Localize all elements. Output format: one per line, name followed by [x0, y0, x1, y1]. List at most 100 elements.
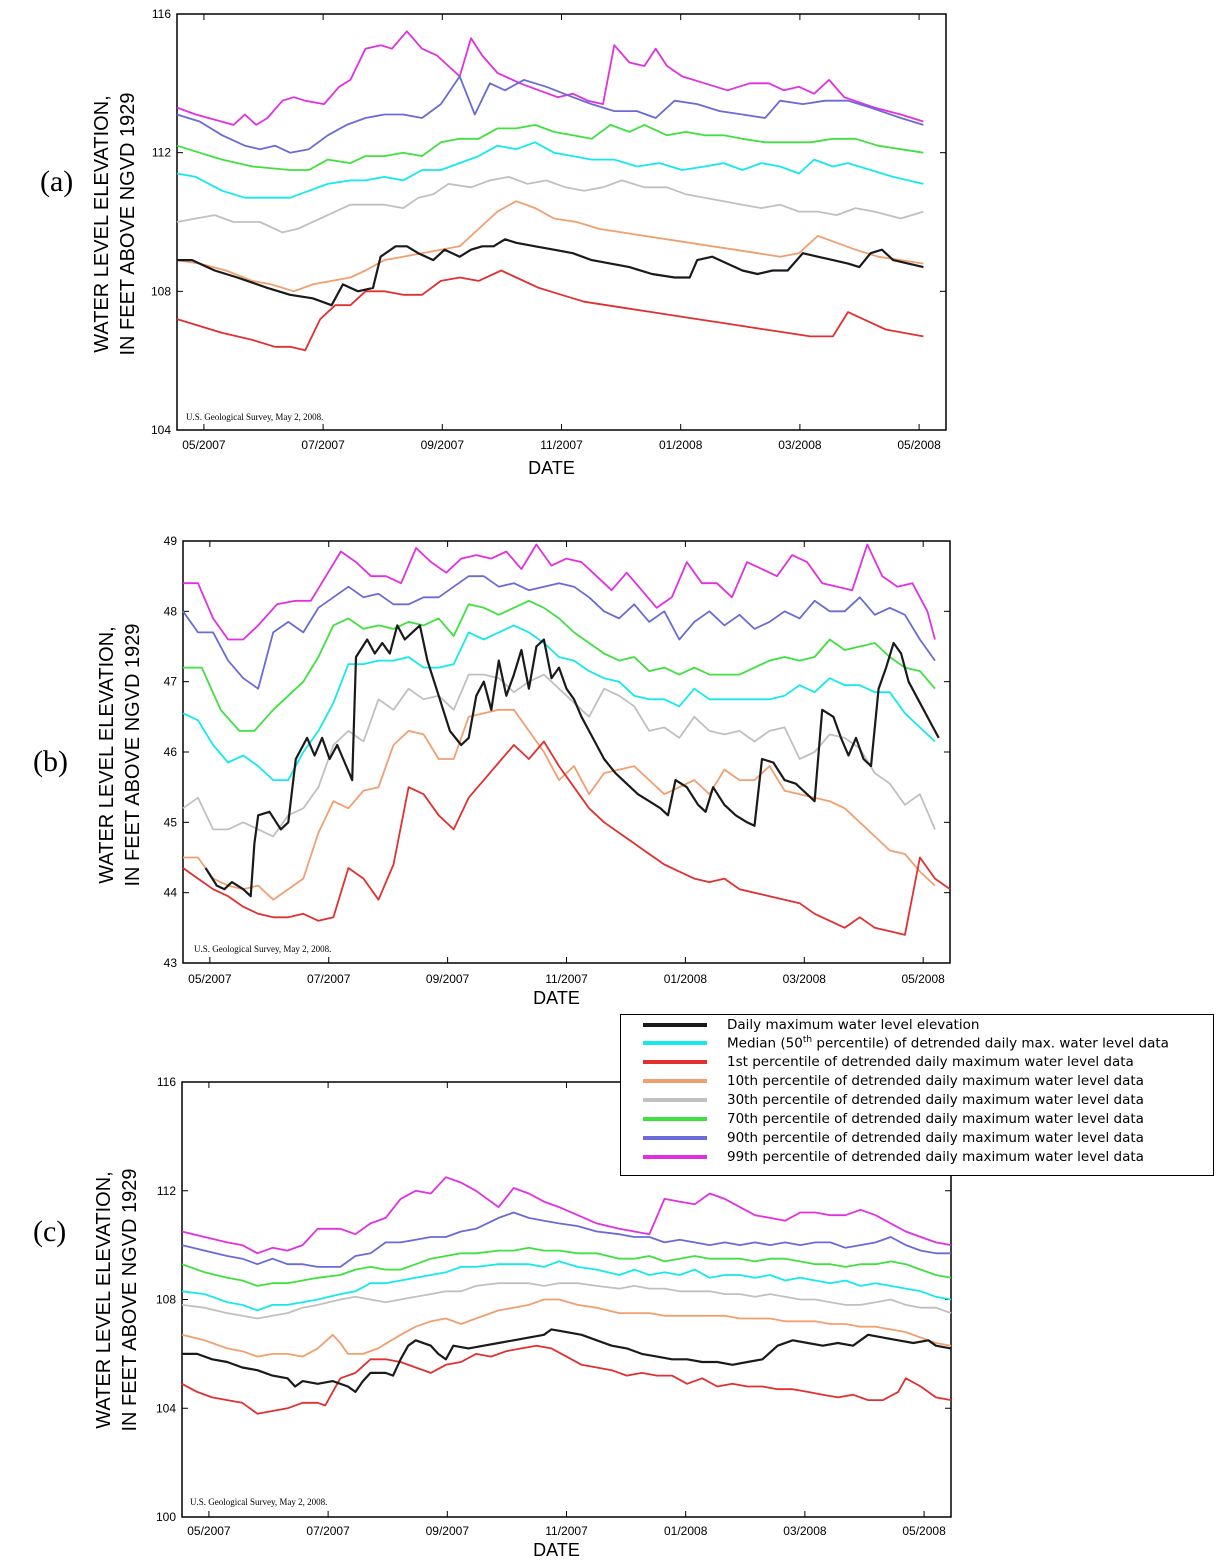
x-axis-title: DATE: [528, 458, 575, 478]
y-tick-label: 100: [156, 1510, 176, 1524]
legend-label-daily: Daily maximum water level elevation: [727, 1017, 980, 1033]
y-tick-label: 112: [152, 146, 171, 160]
y-tick-label: 46: [164, 745, 178, 759]
series-line-p99: [176, 30, 924, 126]
series-line-p99: [181, 1176, 952, 1255]
legend-swatch-p10: [643, 1079, 707, 1083]
x-tick-label: 03/2008: [778, 438, 822, 452]
legend-label-p99: 99th percentile of detrended daily maxim…: [727, 1149, 1144, 1165]
series-line-p1: [182, 740, 951, 936]
y-tick-label: 104: [151, 423, 171, 437]
credit-text: U.S. Geological Survey, May 2, 2008.: [190, 1497, 327, 1507]
legend-item-p1: 1st percentile of detrended daily maximu…: [621, 1053, 1134, 1071]
series-line-daily: [182, 1328, 952, 1393]
panel-label-c: (c): [33, 1215, 67, 1248]
series-line-daily: [177, 238, 924, 307]
y-tick-label: 49: [164, 534, 178, 548]
series-line-p90: [181, 1211, 951, 1268]
x-tick-label: 11/2007: [540, 438, 583, 452]
x-tick-label: 07/2007: [301, 438, 345, 452]
legend-swatch-daily: [643, 1023, 707, 1027]
legend-item-p90: 90th percentile of detrended daily maxim…: [621, 1129, 1144, 1147]
y-tick-label: 116: [157, 1075, 176, 1089]
x-tick-label: 05/2007: [182, 438, 226, 452]
series-line-p70: [183, 599, 936, 732]
x-tick-label: 01/2008: [659, 438, 703, 452]
y-axis-title-line1: WATER LEVEL ELEVATION,: [93, 1171, 115, 1428]
x-tick-label: 11/2007: [545, 1524, 588, 1538]
legend-label-p1: 1st percentile of detrended daily maximu…: [727, 1054, 1134, 1070]
legend-swatch-p99: [643, 1155, 707, 1159]
x-tick-label: 07/2007: [307, 972, 351, 986]
series-line-p70: [176, 124, 924, 171]
legend-label-p30: 30th percentile of detrended daily maxim…: [727, 1092, 1144, 1108]
legend-item-p30: 30th percentile of detrended daily maxim…: [621, 1091, 1144, 1109]
series-line-p1: [176, 269, 924, 352]
x-tick-label: 01/2008: [664, 972, 708, 986]
legend: Daily maximum water level elevation Medi…: [620, 1014, 1214, 1176]
y-tick-label: 47: [164, 675, 178, 689]
x-tick-label: 07/2007: [306, 1524, 350, 1538]
legend-item-p10: 10th percentile of detrended daily maxim…: [621, 1072, 1144, 1090]
x-tick-label: 05/2008: [901, 972, 945, 986]
legend-swatch-p90: [643, 1136, 707, 1140]
legend-swatch-p50: [643, 1041, 707, 1045]
plot-frame: [182, 540, 951, 964]
y-tick-label: 43: [164, 956, 178, 970]
x-axis-title: DATE: [533, 1540, 580, 1560]
series-line-p90: [182, 575, 936, 690]
series-line-daily: [204, 624, 940, 898]
x-tick-label: 01/2008: [664, 1524, 708, 1538]
legend-swatch-p1: [643, 1060, 707, 1064]
series-line-p99: [183, 543, 936, 641]
panel-label-a: (a): [40, 165, 74, 198]
legend-label-p50: Median (50th percentile) of detrended da…: [727, 1034, 1169, 1052]
x-tick-label: 05/2007: [188, 972, 232, 986]
x-tick-label: 09/2007: [426, 1524, 470, 1538]
series-line-p30: [182, 673, 936, 838]
series-line-p70: [181, 1246, 952, 1287]
y-axis-title-line2: IN FEET ABOVE NGVD 1929: [122, 623, 144, 886]
x-axis-title: DATE: [533, 988, 580, 1008]
series-line-p1: [181, 1344, 952, 1415]
series-line-p50: [182, 624, 936, 781]
x-tick-label: 05/2008: [897, 438, 941, 452]
legend-swatch-p70: [643, 1117, 707, 1121]
panel-label-b: (b): [33, 745, 68, 778]
y-axis-title-line2: IN FEET ABOVE NGVD 1929: [117, 92, 139, 355]
legend-label-p90: 90th percentile of detrended daily maxim…: [727, 1130, 1144, 1146]
y-tick-label: 44: [164, 886, 178, 900]
series-line-p50: [176, 141, 924, 199]
x-tick-label: 03/2008: [783, 972, 827, 986]
x-tick-label: 09/2007: [421, 438, 465, 452]
legend-item-p70: 70th percentile of detrended daily maxim…: [621, 1110, 1144, 1128]
legend-label-p70: 70th percentile of detrended daily maxim…: [727, 1111, 1144, 1127]
series-line-p50: [181, 1260, 952, 1312]
y-axis-title-line1: WATER LEVEL ELEVATION,: [96, 626, 118, 883]
y-tick-label: 108: [156, 1293, 176, 1307]
x-tick-label: 05/2007: [187, 1524, 231, 1538]
y-tick-label: 116: [152, 7, 171, 21]
y-axis-title-line2: IN FEET ABOVE NGVD 1929: [119, 1168, 141, 1431]
legend-item-p99: 99th percentile of detrended daily maxim…: [621, 1148, 1144, 1166]
x-tick-label: 03/2008: [783, 1524, 827, 1538]
series-line-p10: [176, 200, 924, 293]
plot-frame: [176, 13, 947, 431]
y-tick-label: 45: [164, 815, 178, 829]
series-line-p30: [181, 1282, 952, 1320]
series-line-p10: [181, 1298, 952, 1358]
series-line-p90: [176, 75, 924, 154]
x-tick-label: 05/2008: [902, 1524, 946, 1538]
legend-swatch-p30: [643, 1098, 707, 1102]
series-line-p30: [176, 176, 924, 234]
legend-label-p10: 10th percentile of detrended daily maxim…: [727, 1073, 1144, 1089]
credit-text: U.S. Geological Survey, May 2, 2008.: [194, 944, 331, 954]
x-tick-label: 11/2007: [545, 972, 588, 986]
y-tick-label: 112: [157, 1184, 176, 1198]
legend-item-p50: Median (50th percentile) of detrended da…: [621, 1034, 1169, 1052]
credit-text: U.S. Geological Survey, May 2, 2008.: [186, 412, 323, 422]
y-tick-label: 104: [156, 1401, 176, 1415]
y-tick-label: 48: [164, 604, 178, 618]
x-tick-label: 09/2007: [426, 972, 470, 986]
